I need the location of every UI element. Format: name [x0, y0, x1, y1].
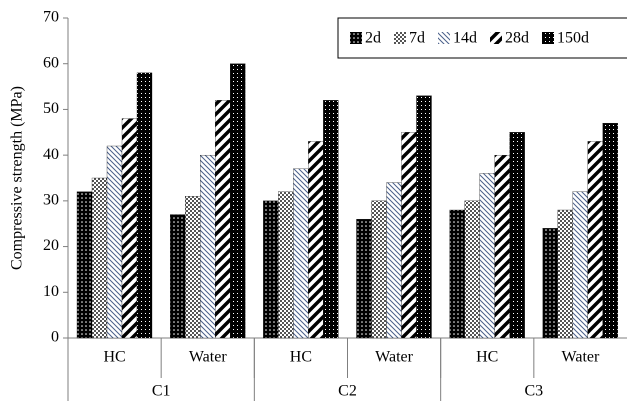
bar: [293, 168, 309, 339]
bar: [278, 191, 294, 339]
bar: [449, 209, 465, 339]
y-tick-label: 70: [43, 9, 59, 26]
y-tick-label: 40: [43, 146, 59, 163]
bar: [602, 122, 618, 339]
bar: [572, 191, 588, 339]
legend-label: 28d: [505, 30, 529, 47]
bar: [263, 200, 279, 339]
legend-label: 150d: [557, 30, 589, 47]
legend-label: 7d: [409, 30, 425, 47]
y-tick-label: 50: [43, 100, 59, 117]
bar: [230, 63, 246, 339]
bar: [401, 132, 417, 339]
legend-swatch: [542, 32, 554, 44]
bar: [308, 141, 324, 339]
bar: [416, 95, 432, 339]
bar: [386, 182, 402, 339]
bar: [121, 118, 138, 339]
y-tick-label: 0: [51, 329, 59, 346]
legend-label: 2d: [365, 30, 381, 47]
bar: [494, 154, 510, 339]
x-tick-label: HC: [290, 349, 312, 366]
bar: [479, 173, 495, 339]
legend-label: 14d: [453, 30, 477, 47]
group-label: C2: [338, 383, 357, 400]
legend-swatch: [350, 32, 362, 44]
bar: [323, 100, 339, 339]
legend-swatch: [394, 32, 406, 44]
y-tick-label: 60: [43, 54, 59, 71]
y-axis-title: Compressive strength (MPa): [9, 86, 26, 270]
bar: [91, 177, 108, 339]
bar: [557, 209, 573, 339]
y-tick-label: 20: [43, 237, 59, 254]
bar: [509, 132, 525, 339]
bar: [170, 214, 186, 339]
bar: [106, 145, 123, 339]
bar: [76, 191, 93, 339]
bar: [136, 72, 153, 339]
bar: [587, 141, 603, 339]
x-tick-label: Water: [375, 349, 413, 366]
legend-box: [337, 17, 627, 59]
x-tick-label: HC: [476, 349, 498, 366]
y-tick-label: 10: [43, 283, 59, 300]
group-label: C1: [152, 383, 171, 400]
bar: [185, 196, 201, 339]
bar: [371, 200, 387, 339]
bar: [200, 154, 216, 339]
group-label: C3: [524, 383, 543, 400]
x-tick-label: Water: [189, 349, 227, 366]
y-tick-label: 30: [43, 192, 59, 209]
legend-swatch: [490, 32, 502, 44]
legend-swatch: [438, 32, 450, 44]
x-tick-label: Water: [562, 349, 600, 366]
bar: [542, 228, 558, 339]
bar: [464, 200, 480, 339]
bar: [356, 218, 372, 339]
x-tick-label: HC: [103, 349, 125, 366]
bar: [215, 100, 231, 339]
